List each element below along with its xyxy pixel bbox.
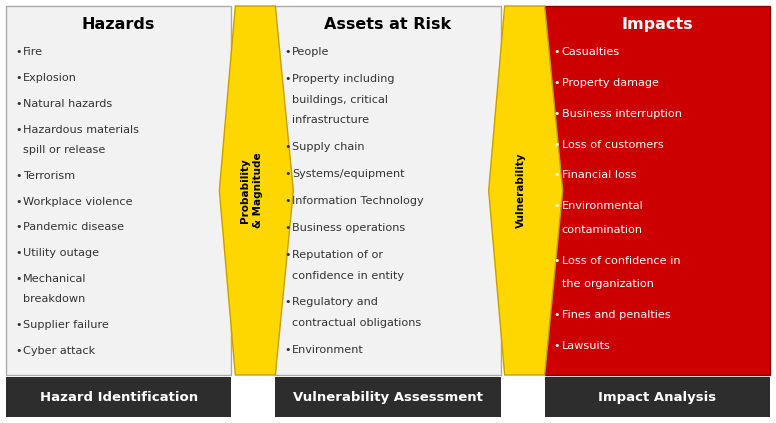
Text: contractual obligations: contractual obligations: [293, 318, 421, 328]
Text: •: •: [284, 74, 291, 84]
Text: •: •: [284, 345, 291, 355]
Text: •: •: [284, 47, 291, 57]
Text: •: •: [15, 346, 22, 356]
Text: •: •: [15, 73, 22, 83]
Text: Reputation of or: Reputation of or: [293, 250, 383, 260]
Text: Property including: Property including: [293, 74, 395, 84]
Text: Financial loss: Financial loss: [562, 170, 636, 180]
Text: breakdown: breakdown: [23, 294, 85, 304]
Text: Lawsuits: Lawsuits: [562, 341, 611, 351]
Text: •: •: [284, 297, 291, 308]
Text: confidence in entity: confidence in entity: [293, 271, 404, 280]
Text: •: •: [284, 196, 291, 206]
Text: Business operations: Business operations: [293, 223, 406, 233]
Text: Supplier failure: Supplier failure: [23, 320, 109, 330]
Text: •: •: [15, 197, 22, 206]
Text: Casualties: Casualties: [562, 47, 620, 57]
Text: •: •: [15, 320, 22, 330]
Text: Vulnerability: Vulnerability: [516, 153, 525, 228]
Text: Fines and penalties: Fines and penalties: [562, 310, 670, 320]
Text: Terrorism: Terrorism: [23, 170, 75, 181]
Polygon shape: [489, 6, 563, 375]
Text: Regulatory and: Regulatory and: [293, 297, 378, 308]
Text: •: •: [15, 125, 22, 135]
Text: Hazard Identification: Hazard Identification: [40, 390, 198, 404]
Bar: [6, 377, 231, 417]
Text: Pandemic disease: Pandemic disease: [23, 222, 124, 233]
Text: •: •: [553, 140, 560, 149]
Text: infrastructure: infrastructure: [293, 115, 369, 125]
Text: spill or release: spill or release: [23, 145, 106, 155]
Text: •: •: [15, 99, 22, 109]
Text: •: •: [284, 223, 291, 233]
Text: •: •: [284, 250, 291, 260]
Bar: [545, 377, 770, 417]
Text: Property damage: Property damage: [562, 78, 659, 88]
Text: •: •: [284, 142, 291, 152]
Text: •: •: [553, 78, 560, 88]
Bar: [6, 6, 231, 375]
Text: Environment: Environment: [293, 345, 364, 355]
Text: Natural hazards: Natural hazards: [23, 99, 113, 109]
Text: •: •: [15, 274, 22, 284]
Text: Hazards: Hazards: [82, 16, 155, 31]
Text: •: •: [553, 310, 560, 320]
Text: •: •: [15, 47, 22, 57]
Text: •: •: [553, 109, 560, 119]
Text: People: People: [293, 47, 330, 57]
Text: Explosion: Explosion: [23, 73, 77, 83]
Text: contamination: contamination: [562, 225, 643, 235]
Text: •: •: [553, 256, 560, 266]
Text: •: •: [553, 341, 560, 351]
Text: the organization: the organization: [562, 280, 653, 289]
Text: Supply chain: Supply chain: [293, 142, 365, 152]
Text: Mechanical: Mechanical: [23, 274, 86, 284]
Text: Assets at Risk: Assets at Risk: [324, 16, 452, 31]
Text: •: •: [15, 222, 22, 233]
Text: •: •: [15, 170, 22, 181]
Text: Loss of customers: Loss of customers: [562, 140, 663, 149]
Text: •: •: [553, 170, 560, 180]
Text: Loss of confidence in: Loss of confidence in: [562, 256, 681, 266]
Text: Systems/equipment: Systems/equipment: [293, 169, 405, 179]
Bar: [275, 377, 501, 417]
Text: Workplace violence: Workplace violence: [23, 197, 133, 206]
Text: Utility outage: Utility outage: [23, 248, 99, 258]
Text: Environmental: Environmental: [562, 201, 643, 211]
Polygon shape: [220, 6, 293, 375]
Text: •: •: [284, 169, 291, 179]
Text: buildings, critical: buildings, critical: [293, 95, 388, 104]
Text: •: •: [15, 248, 22, 258]
Text: Vulnerability Assessment: Vulnerability Assessment: [293, 390, 483, 404]
Text: Cyber attack: Cyber attack: [23, 346, 95, 356]
Text: Fire: Fire: [23, 47, 43, 57]
Text: •: •: [553, 201, 560, 211]
Text: Hazardous materials: Hazardous materials: [23, 125, 139, 135]
Text: Impacts: Impacts: [622, 16, 693, 31]
Bar: [545, 6, 770, 375]
Text: Information Technology: Information Technology: [293, 196, 424, 206]
Text: Impact Analysis: Impact Analysis: [598, 390, 716, 404]
Bar: [275, 6, 501, 375]
Text: Probability
& Magnitude: Probability & Magnitude: [240, 153, 262, 228]
Text: •: •: [553, 47, 560, 57]
Text: Business interruption: Business interruption: [562, 109, 681, 119]
